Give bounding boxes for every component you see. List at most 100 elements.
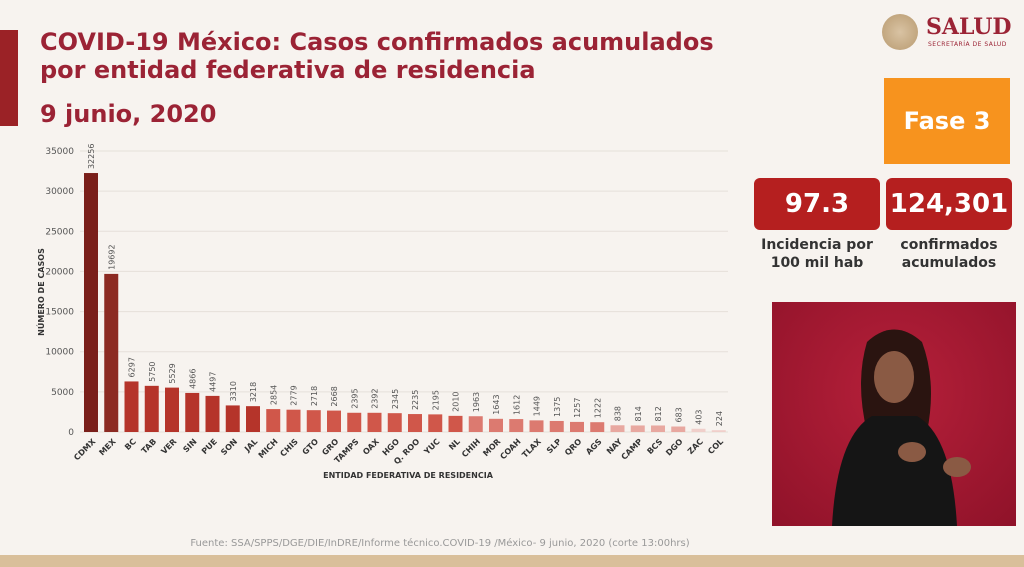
bar-qro — [570, 421, 584, 432]
x-tick-label: SLP — [545, 437, 563, 455]
bar-ver — [165, 387, 179, 432]
data-label: 2235 — [411, 390, 420, 410]
confirmed-value: 124,301 — [886, 178, 1012, 230]
x-tick-label: YUC — [422, 437, 442, 457]
y-axis-label: NÚMERO DE CASOS — [35, 248, 46, 336]
page-title: COVID-19 México: Casos confirmados acumu… — [40, 28, 714, 84]
bar-son — [225, 405, 240, 432]
incidence-label: Incidencia por 100 mil hab — [761, 237, 873, 271]
x-tick-label: GTO — [301, 437, 321, 457]
bar-cdmx — [84, 173, 98, 432]
bar-bc — [124, 381, 139, 432]
bar-hgo — [387, 413, 402, 432]
bar-tab — [144, 385, 159, 432]
x-tick-label: VER — [159, 437, 178, 456]
y-tick-label: 30000 — [45, 187, 74, 197]
bar-ags — [590, 422, 605, 432]
y-tick-label: 10000 — [45, 348, 74, 358]
bar-tlax — [529, 420, 544, 432]
x-tick-label: JAL — [242, 437, 259, 454]
bar-bcs — [651, 425, 665, 432]
bar-oax — [367, 412, 382, 432]
x-tick-label: COL — [706, 437, 725, 456]
data-label: 4497 — [209, 372, 218, 392]
sign-language-interpreter-video — [772, 302, 1016, 526]
data-label: 683 — [674, 407, 683, 422]
data-label: 1449 — [533, 396, 542, 416]
bar-nay — [610, 425, 625, 432]
page-date: 9 junio, 2020 — [40, 100, 217, 128]
incidence-value: 97.3 — [754, 178, 880, 230]
source-note: Fuente: SSA/SPPS/DGE/DIE/InDRE/Informe t… — [190, 538, 690, 549]
data-label: 2010 — [452, 392, 461, 412]
x-tick-label: SON — [219, 437, 239, 457]
x-tick-label: BCS — [645, 437, 664, 456]
data-label: 2779 — [290, 385, 299, 405]
x-tick-label: CAMP — [619, 437, 644, 462]
x-tick-label: MICH — [257, 437, 280, 460]
bar-nl — [448, 415, 463, 432]
bar-mich — [266, 409, 281, 432]
bar-gto — [306, 410, 321, 432]
data-label: 224 — [715, 411, 724, 426]
accent-bar — [0, 30, 18, 126]
phase-badge: Fase 3 — [884, 78, 1010, 164]
y-tick-label: 20000 — [45, 267, 74, 277]
bar-mex — [104, 273, 119, 432]
y-tick-label: 25000 — [45, 227, 74, 237]
y-tick-label: 0 — [68, 428, 74, 438]
seal-icon — [882, 14, 918, 50]
data-label: 4866 — [188, 369, 197, 389]
x-tick-label: AGS — [584, 437, 604, 457]
interpreter-silhouette — [832, 329, 971, 526]
data-label: 1963 — [472, 392, 481, 412]
logo-name: SALUD — [926, 14, 1012, 40]
data-label: 5529 — [168, 363, 177, 383]
x-tick-label: TLAX — [520, 436, 543, 459]
x-tick-label: OAX — [361, 436, 381, 456]
data-label: 2392 — [371, 388, 380, 408]
x-tick-label: NL — [447, 437, 462, 452]
bar-col — [711, 430, 726, 432]
bar-pue — [205, 395, 220, 432]
x-tick-label: QRO — [563, 437, 583, 457]
x-tick-label: CHIS — [278, 437, 300, 459]
x-tick-label: MEX — [97, 436, 118, 457]
data-label: 1612 — [512, 395, 521, 415]
data-label: 3218 — [249, 382, 258, 402]
data-label: 2395 — [350, 388, 359, 408]
data-label: 2668 — [330, 386, 339, 406]
bottom-band — [0, 555, 1024, 567]
data-label: 2854 — [269, 385, 278, 405]
bar-zac — [691, 428, 706, 432]
data-label: 5750 — [148, 361, 157, 381]
data-label: 1643 — [492, 394, 501, 414]
bar-jal — [246, 406, 260, 432]
x-tick-label: CHIH — [460, 437, 482, 459]
data-label: 403 — [695, 409, 704, 424]
y-tick-label: 15000 — [45, 308, 74, 318]
x-tick-label: TAB — [140, 437, 158, 455]
data-label: 2195 — [431, 390, 440, 410]
data-label: 838 — [614, 406, 623, 421]
bar-chis — [286, 409, 301, 432]
bar-camp — [630, 425, 645, 432]
x-tick-label: DGO — [664, 437, 685, 458]
data-label: 1375 — [553, 397, 562, 417]
bar-qroo — [408, 414, 422, 432]
confirmed-label: confirmados acumulados — [900, 237, 998, 271]
logo-subtitle: SECRETARÍA DE SALUD — [928, 41, 1007, 48]
data-label: 1222 — [593, 398, 602, 418]
data-label: 6297 — [128, 357, 137, 377]
y-tick-label: 5000 — [51, 388, 74, 398]
x-tick-label: SIN — [181, 437, 198, 454]
bar-coah — [509, 419, 524, 432]
bar-yuc — [428, 414, 443, 432]
data-label: 2345 — [391, 389, 400, 409]
x-tick-label: BC — [123, 437, 138, 452]
bar-mor — [489, 418, 503, 432]
bar-slp — [549, 420, 564, 432]
data-label: 814 — [634, 406, 643, 421]
data-label: 2718 — [310, 386, 319, 406]
